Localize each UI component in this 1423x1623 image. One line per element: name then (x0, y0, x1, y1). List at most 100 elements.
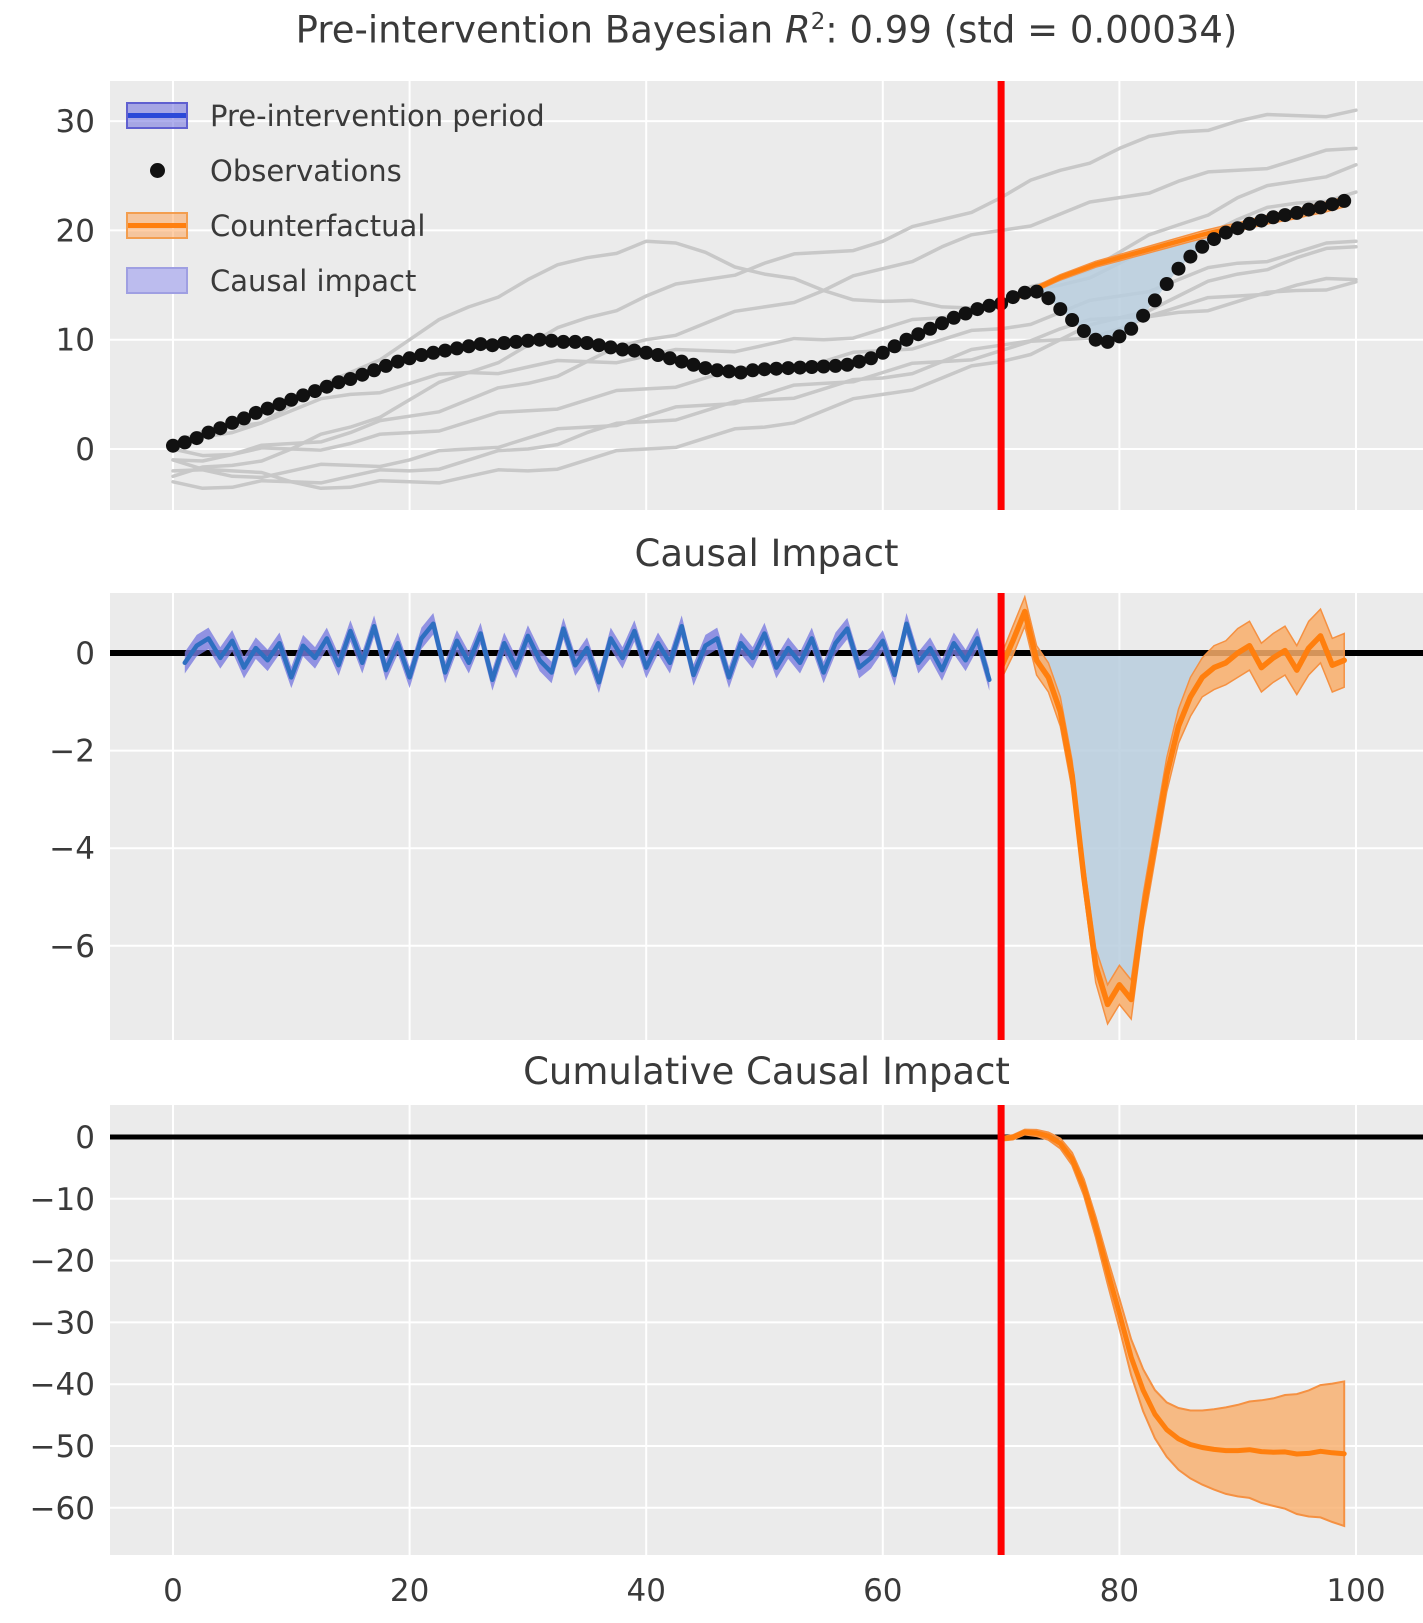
observation-dot (591, 338, 606, 353)
x-tick-label: 60 (863, 1573, 902, 1609)
y-tick-label: −2 (49, 734, 95, 770)
observation-dot (982, 298, 997, 313)
observation-dot (958, 306, 973, 321)
observation-dot (1065, 313, 1080, 327)
observation-dot (1183, 249, 1198, 264)
impact-negative-fill (1001, 653, 1238, 1005)
observation-dot (1313, 200, 1328, 215)
observation-dot (296, 388, 311, 403)
observation-dot (1100, 334, 1115, 349)
bottom-panel-title: Cumulative Causal Impact (523, 1050, 1010, 1093)
observation-dot (1088, 332, 1103, 347)
observation-dot (414, 348, 429, 362)
legend: Pre-intervention period Observations Cou… (126, 88, 545, 308)
y-tick-label: 0 (75, 1120, 95, 1156)
x-tick-label: 0 (163, 1573, 183, 1609)
title-suffix: : 0.99 (std = 0.00034) (825, 8, 1238, 52)
y-tick-label: −40 (30, 1367, 95, 1403)
control-series-line (171, 280, 1358, 480)
observation-dot (426, 345, 441, 360)
observation-dot (308, 384, 322, 399)
observation-dot (568, 334, 583, 349)
observation-dot (1195, 239, 1210, 254)
observation-dot (804, 360, 819, 374)
observation-dot (390, 354, 405, 369)
observation-dot (1159, 277, 1174, 291)
observation-dot (343, 372, 358, 386)
observation-dot (935, 316, 949, 331)
observation-dot (461, 339, 476, 354)
middle-panel-title: Causal Impact (634, 532, 899, 575)
observation-dot (615, 342, 630, 357)
y-tick-label: 30 (56, 104, 95, 140)
observation-dot (923, 321, 938, 336)
observation-dot (1017, 285, 1032, 300)
orange-band-line-icon (126, 212, 188, 239)
observation-dot (237, 411, 251, 426)
observation-dot (639, 345, 654, 360)
x-tick-label: 20 (390, 1573, 429, 1609)
legend-item-observations: Observations (126, 143, 545, 198)
observation-dot (378, 358, 393, 373)
observation-dot (698, 361, 713, 376)
observation-dot (319, 379, 334, 394)
observation-dot (1278, 208, 1292, 223)
observation-dot (686, 357, 701, 372)
observation-dot (367, 363, 382, 378)
observation-dot (1242, 216, 1257, 231)
legend-item-counterfactual: Counterfactual (126, 198, 545, 253)
observation-dot (532, 332, 547, 347)
y-tick-label: −10 (30, 1182, 95, 1218)
observation-dot (1254, 213, 1269, 228)
title-r-exponent: 2 (810, 9, 826, 35)
observation-dot (781, 361, 796, 376)
cumulative-line (998, 1129, 1347, 1457)
control-series-line (171, 276, 1358, 491)
observation-dot (201, 425, 216, 440)
observation-dot (970, 302, 985, 317)
observation-dot (662, 351, 677, 366)
y-tick-label: −4 (49, 831, 95, 867)
observation-dot (603, 340, 618, 355)
observation-dot (733, 365, 748, 380)
title-prefix: Pre-intervention Bayesian (295, 8, 785, 52)
observation-dot (1124, 321, 1139, 336)
observation-dot (485, 338, 500, 353)
observation-dot (284, 392, 299, 407)
observation-dot (248, 405, 263, 420)
observation-dot (544, 333, 559, 348)
observation-dot (438, 343, 453, 358)
blue-band-line-icon (126, 102, 188, 129)
observation-dot (1029, 284, 1044, 299)
observation-dot (840, 357, 855, 372)
observation-dot (580, 336, 594, 350)
observation-dot (1112, 329, 1127, 344)
observation-dot (710, 363, 725, 378)
observation-dot (864, 351, 878, 366)
observation-dot (887, 339, 902, 354)
post-impact-band (1000, 594, 1345, 1026)
y-tick-label: 20 (56, 213, 95, 249)
observation-dot (213, 421, 228, 436)
y-tick-label: −50 (30, 1429, 95, 1465)
observation-dot (1266, 210, 1281, 225)
observation-dot (1076, 324, 1091, 338)
observation-dot (1147, 293, 1162, 308)
legend-label-counterfactual: Counterfactual (210, 208, 426, 243)
observation-dot (745, 363, 760, 378)
observation-dot (1301, 202, 1316, 217)
control-series-line (171, 146, 1358, 458)
observation-dot (556, 334, 571, 349)
x-tick-label: 100 (1326, 1573, 1385, 1609)
pre-impact-line (182, 621, 992, 685)
observation-dot (828, 358, 843, 373)
observation-dot (1325, 197, 1340, 212)
observation-dot (852, 354, 867, 369)
observation-dot (225, 415, 240, 430)
legend-item-causal-impact: Causal impact (126, 253, 545, 308)
observation-dot (627, 343, 642, 358)
y-tick-label: −30 (30, 1305, 95, 1341)
y-tick-label: −6 (49, 929, 95, 965)
observation-dot (1171, 261, 1186, 276)
